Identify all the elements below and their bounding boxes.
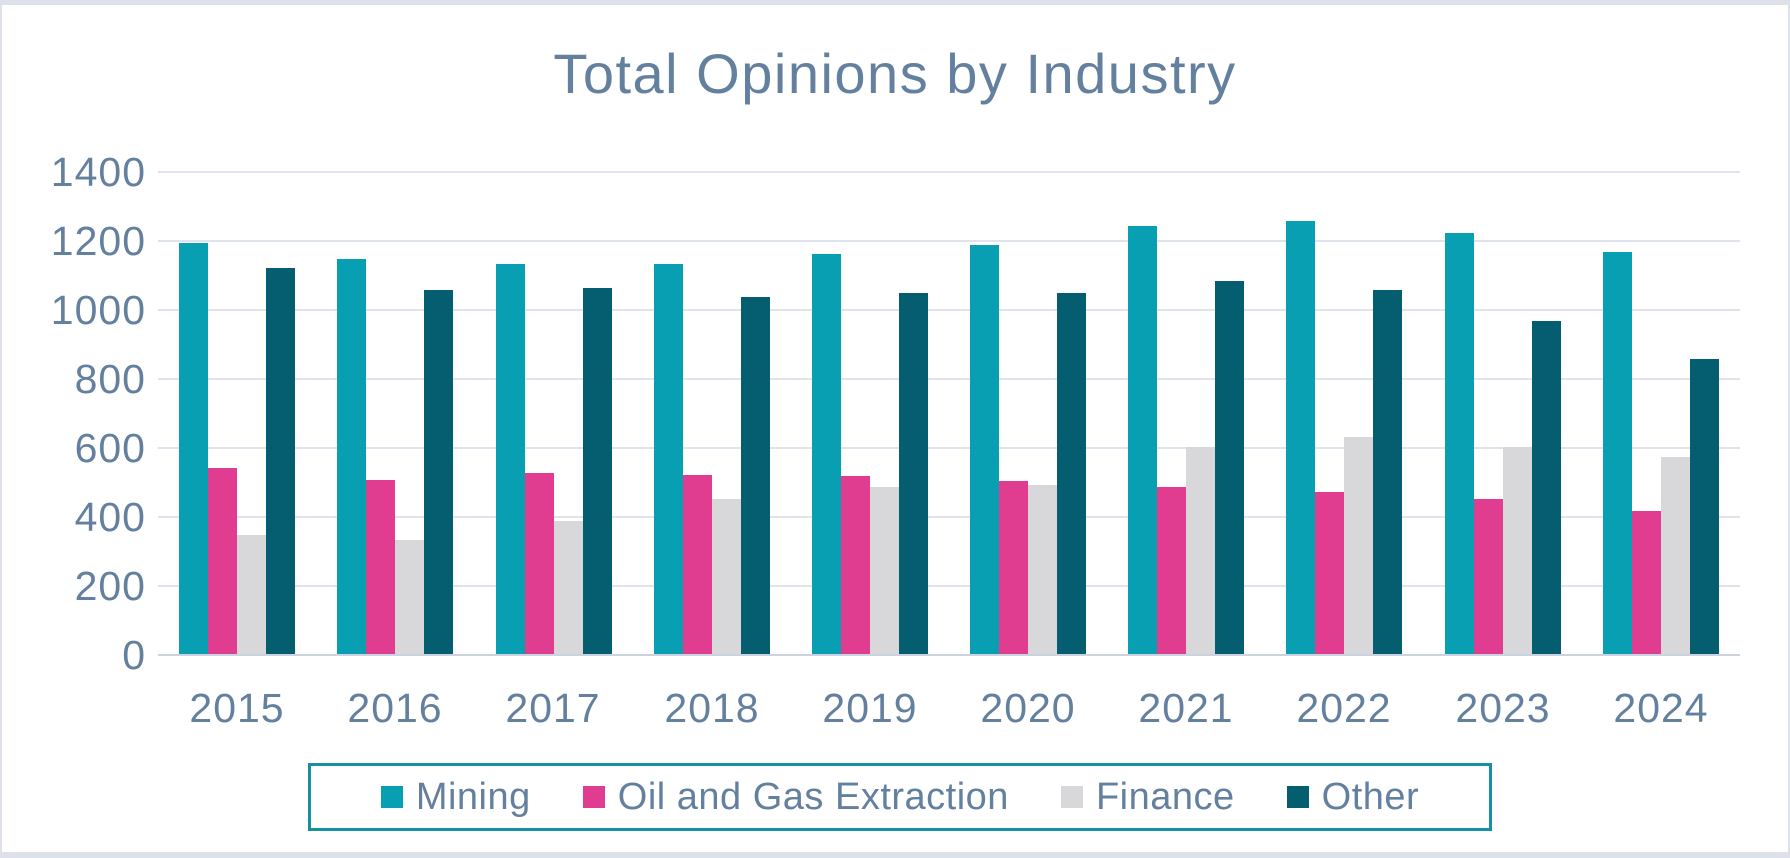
bar-finance-2024 [1661, 457, 1690, 654]
bar-other-2016 [424, 290, 453, 654]
bar-mining-2024 [1603, 252, 1632, 654]
bar-finance-2020 [1028, 485, 1057, 654]
bar-finance-2023 [1503, 447, 1532, 654]
bar-mining-2019 [812, 254, 841, 654]
legend-label-finance: Finance [1095, 775, 1235, 818]
bar-other-2020 [1057, 293, 1086, 654]
bar-mining-2017 [496, 264, 525, 654]
legend: Mining Oil and Gas Extraction Finance Other [308, 763, 1492, 831]
bar-other-2021 [1215, 281, 1244, 654]
bar-oil-and-gas-extraction-2019 [841, 476, 870, 654]
bar-mining-2020 [970, 245, 999, 654]
legend-swatch-mining-icon [380, 786, 403, 808]
gridline-400 [158, 516, 1740, 518]
bar-oil-and-gas-extraction-2016 [366, 480, 395, 654]
bar-oil-and-gas-extraction-2021 [1157, 487, 1186, 654]
legend-label-other: Other [1321, 775, 1420, 818]
bar-mining-2016 [337, 259, 366, 654]
bar-oil-and-gas-extraction-2020 [999, 481, 1028, 654]
bar-other-2023 [1532, 321, 1561, 654]
legend-swatch-finance-icon [1060, 786, 1083, 808]
bar-mining-2022 [1286, 221, 1315, 654]
bar-finance-2016 [395, 540, 424, 654]
y-axis-tick-label-1400: 1400 [50, 149, 146, 195]
gridline-600 [158, 447, 1740, 449]
x-axis-label-2019: 2019 [822, 685, 918, 731]
bar-finance-2015 [237, 535, 266, 654]
bar-other-2019 [899, 293, 928, 654]
legend-item-finance: Finance [1060, 775, 1235, 819]
x-axis-label-2020: 2020 [980, 685, 1076, 731]
y-axis-tick-label-0: 0 [122, 632, 146, 678]
bar-finance-2017 [554, 521, 583, 654]
x-axis-label-2023: 2023 [1455, 685, 1551, 731]
plot-area [158, 171, 1740, 656]
x-axis-label-2015: 2015 [189, 685, 285, 731]
y-axis-tick-label-200: 200 [74, 563, 146, 609]
bar-oil-and-gas-extraction-2017 [525, 473, 554, 654]
legend-item-other: Other [1286, 775, 1420, 819]
x-axis-label-2024: 2024 [1613, 685, 1709, 731]
gridline-800 [158, 378, 1740, 380]
legend-item-oil-and-gas-extraction: Oil and Gas Extraction [582, 775, 1009, 819]
bar-oil-and-gas-extraction-2024 [1632, 511, 1661, 654]
bar-oil-and-gas-extraction-2018 [683, 475, 712, 654]
bar-other-2017 [583, 288, 612, 654]
bar-mining-2018 [654, 264, 683, 654]
bar-finance-2019 [870, 487, 899, 654]
bar-mining-2023 [1445, 233, 1474, 654]
bar-oil-and-gas-extraction-2022 [1315, 492, 1344, 654]
bar-mining-2021 [1128, 226, 1157, 654]
y-axis-tick-label-600: 600 [74, 425, 146, 471]
x-axis-label-2022: 2022 [1296, 685, 1392, 731]
y-axis-tick-label-800: 800 [74, 356, 146, 402]
gridline-1400 [158, 171, 1740, 173]
legend-item-mining: Mining [380, 775, 531, 819]
bar-mining-2015 [179, 243, 208, 654]
bar-finance-2018 [712, 499, 741, 654]
x-axis-label-2021: 2021 [1138, 685, 1234, 731]
legend-swatch-oil-and-gas-extraction-icon [582, 786, 605, 808]
bar-oil-and-gas-extraction-2015 [208, 468, 237, 654]
y-axis-tick-label-1000: 1000 [50, 287, 146, 333]
chart-title: Total Opinions by Industry [553, 42, 1237, 105]
gridline-1200 [158, 240, 1740, 242]
legend-label-mining: Mining [415, 775, 531, 818]
bar-other-2015 [266, 268, 295, 654]
bar-other-2024 [1690, 359, 1719, 654]
x-axis-label-2017: 2017 [505, 685, 601, 731]
gridline-200 [158, 585, 1740, 587]
x-axis-label-2016: 2016 [347, 685, 443, 731]
x-axis-label-2018: 2018 [664, 685, 760, 731]
y-axis-tick-label-400: 400 [74, 494, 146, 540]
bar-finance-2021 [1186, 447, 1215, 654]
gridline-1000 [158, 309, 1740, 311]
gridline-0 [158, 654, 1740, 656]
y-axis-tick-label-1200: 1200 [50, 218, 146, 264]
legend-label-oil-and-gas-extraction: Oil and Gas Extraction [617, 775, 1009, 818]
bar-other-2022 [1373, 290, 1402, 654]
legend-swatch-other-icon [1286, 786, 1309, 808]
bar-finance-2022 [1344, 437, 1373, 654]
bar-other-2018 [741, 297, 770, 654]
bar-oil-and-gas-extraction-2023 [1474, 499, 1503, 654]
